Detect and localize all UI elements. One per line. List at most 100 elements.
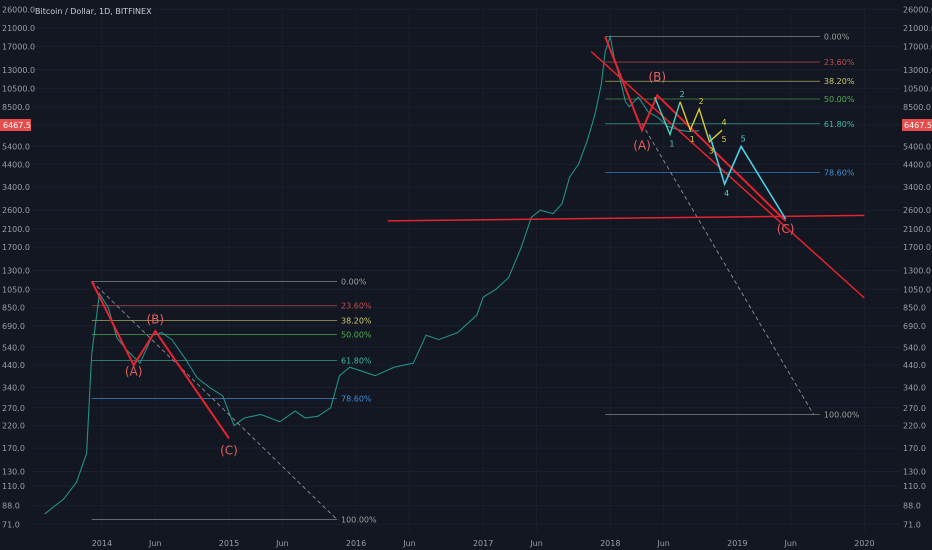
y-tick-label-right: 3400.0 bbox=[903, 183, 931, 192]
y-tick-label-left: 2600.0 bbox=[2, 206, 30, 215]
y-tick-label-right: 5400.0 bbox=[903, 142, 931, 151]
x-axis: 2014 Jun 2015 Jun 2016 Jun 2017 Jun 2018 Jun 2019 J… bbox=[92, 539, 875, 548]
x-tick-label: Jun bbox=[783, 539, 797, 548]
subwave-label: 5 bbox=[722, 135, 727, 144]
y-tick-label-right: 8500.0 bbox=[903, 103, 931, 112]
y-tick-label-right: 220.0 bbox=[903, 422, 926, 431]
x-tick-label: Jun bbox=[529, 539, 543, 548]
x-tick-label: 2014 bbox=[92, 539, 112, 548]
wave-label: (A) bbox=[633, 139, 651, 153]
right-fib-levels: 0.00% 23.60% 38.20% 50.00% 61.80% 78.60% 100.0… bbox=[605, 33, 860, 419]
right-fib-label: 61.80% bbox=[824, 120, 855, 129]
y-tick-label-right: 2600.0 bbox=[903, 206, 931, 215]
green-subwave bbox=[654, 96, 681, 137]
price-line bbox=[44, 34, 700, 515]
support-trendline bbox=[387, 214, 865, 222]
grid bbox=[32, 6, 900, 532]
y-tick-label-right: 71.0 bbox=[903, 520, 921, 529]
y-tick-label-left: 1300.0 bbox=[2, 267, 30, 276]
yellow-subwave bbox=[679, 101, 723, 143]
y-tick-label-left: 690.0 bbox=[2, 322, 25, 331]
subwave-label: 1 bbox=[690, 135, 695, 144]
y-tick-label-left: 21000.0 bbox=[2, 24, 35, 33]
y-tick-label-right: 340.0 bbox=[903, 384, 926, 393]
y-tick-label-right: 1300.0 bbox=[903, 267, 931, 276]
right-abc-wave bbox=[604, 36, 787, 222]
y-tick-label-left: 5400.0 bbox=[2, 142, 30, 151]
y-tick-label-right: 130.0 bbox=[903, 468, 926, 477]
y-axis-right: 26000.0 21000.0 17000.0 13000.0 10500.0 8500.… bbox=[903, 5, 932, 529]
left-fib-label: 23.60% bbox=[341, 302, 372, 311]
y-tick-label-left: 13000.0 bbox=[2, 66, 35, 75]
y-tick-label-right: 10500.0 bbox=[903, 84, 932, 93]
left-fib-label: 61.80% bbox=[341, 356, 372, 365]
price-badge-left: 6467.5 bbox=[0, 119, 31, 131]
wave-lines bbox=[90, 36, 787, 439]
y-tick-label-left: 1700.0 bbox=[2, 243, 30, 252]
y-tick-label-left: 26000.0 bbox=[2, 5, 35, 14]
y-tick-label-right: 1700.0 bbox=[903, 243, 931, 252]
x-tick-label: Jun bbox=[275, 539, 289, 548]
wave-label: (B) bbox=[648, 70, 666, 84]
price-badge-right: 6467.5 bbox=[902, 119, 932, 131]
x-tick-label: 2018 bbox=[600, 539, 620, 548]
x-tick-label: 2015 bbox=[219, 539, 239, 548]
subwave-label: 4 bbox=[722, 118, 727, 127]
left-abc-wave bbox=[90, 280, 230, 439]
left-fib-label: 50.00% bbox=[341, 331, 372, 340]
y-tick-label-right: 110.0 bbox=[903, 482, 926, 491]
y-tick-label-left: 540.0 bbox=[2, 343, 25, 352]
y-tick-label-left: 10500.0 bbox=[2, 84, 35, 93]
y-tick-label-left: 17000.0 bbox=[2, 42, 35, 51]
y-tick-label-left: 1050.0 bbox=[2, 285, 30, 294]
subwave-label: 2 bbox=[699, 97, 704, 106]
right-fib-label: 38.20% bbox=[824, 77, 855, 86]
y-tick-label-right: 540.0 bbox=[903, 343, 926, 352]
price-series bbox=[44, 34, 700, 515]
right-fib-label: 78.60% bbox=[824, 169, 855, 178]
wave-label: (B) bbox=[146, 312, 164, 326]
left-fib-label: 0.00% bbox=[341, 277, 367, 286]
y-tick-label-right: 850.0 bbox=[903, 304, 926, 313]
y-tick-label-left: 220.0 bbox=[2, 422, 25, 431]
y-tick-label-left: 2100.0 bbox=[2, 225, 30, 234]
y-tick-label-left: 440.0 bbox=[2, 361, 25, 370]
y-tick-label-left: 270.0 bbox=[2, 404, 25, 413]
right-dashed-projection bbox=[641, 123, 814, 415]
right-fib-label: 0.00% bbox=[824, 33, 850, 42]
y-tick-label-right: 88.0 bbox=[903, 502, 921, 511]
y-tick-label-left: 4400.0 bbox=[2, 160, 30, 169]
wave-label: (C) bbox=[220, 444, 238, 458]
price-badge-left-text: 6467.5 bbox=[3, 121, 31, 130]
y-tick-label-right: 2100.0 bbox=[903, 225, 931, 234]
subwave-label: 4 bbox=[724, 189, 729, 198]
chart-title: Bitcoin / Dollar, 1D, BITFINEX bbox=[35, 7, 152, 16]
wave-label: (C) bbox=[777, 222, 795, 236]
x-tick-label: 2020 bbox=[854, 539, 874, 548]
y-tick-label-left: 850.0 bbox=[2, 304, 25, 313]
y-tick-label-right: 440.0 bbox=[903, 361, 926, 370]
y-tick-label-right: 26000.0 bbox=[903, 5, 932, 14]
y-tick-label-right: 270.0 bbox=[903, 404, 926, 413]
y-tick-label-left: 130.0 bbox=[2, 468, 25, 477]
x-tick-label: Jun bbox=[148, 539, 162, 548]
x-tick-label: Jun bbox=[402, 539, 416, 548]
x-tick-label: 2016 bbox=[346, 539, 366, 548]
right-fib-label: 100.00% bbox=[824, 410, 860, 419]
resistance-trendline bbox=[590, 51, 865, 299]
left-fib-label: 100.00% bbox=[341, 516, 377, 525]
price-badge-right-text: 6467.5 bbox=[904, 121, 932, 130]
y-tick-label-left: 3400.0 bbox=[2, 183, 30, 192]
left-fib-label: 38.20% bbox=[341, 316, 372, 325]
y-tick-label-left: 170.0 bbox=[2, 444, 25, 453]
x-tick-label: 2017 bbox=[473, 539, 493, 548]
cyan-subwave bbox=[708, 134, 787, 220]
left-fib-levels: 0.00% 23.60% 38.20% 50.00% 61.80% 78.60% 100.0… bbox=[91, 277, 377, 525]
y-tick-label-left: 88.0 bbox=[2, 502, 20, 511]
right-fib-label: 23.60% bbox=[824, 58, 855, 67]
y-tick-label-right: 13000.0 bbox=[903, 66, 932, 75]
y-tick-label-right: 4400.0 bbox=[903, 160, 931, 169]
y-axis-left: 26000.0 21000.0 17000.0 13000.0 10500.0 8500.… bbox=[2, 5, 35, 529]
y-tick-label-right: 690.0 bbox=[903, 322, 926, 331]
